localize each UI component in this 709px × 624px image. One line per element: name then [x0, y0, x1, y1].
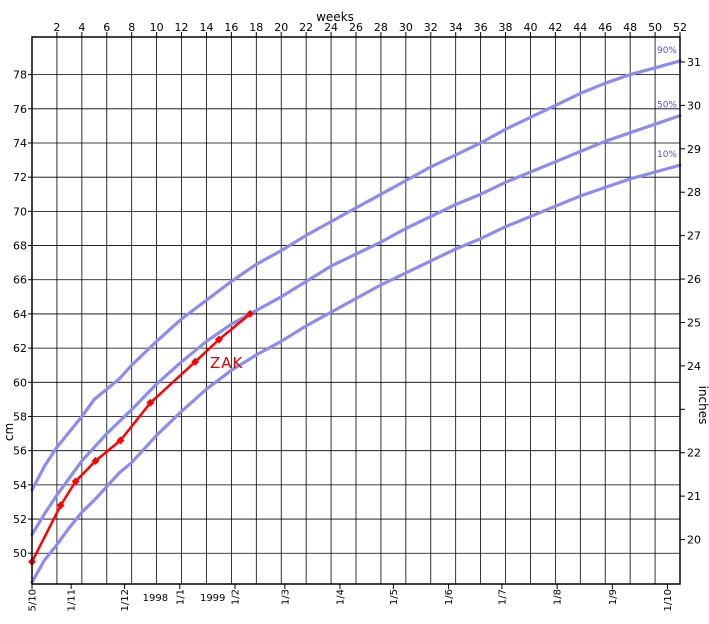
top-tick-label: 52	[673, 21, 687, 34]
top-tick-label: 24	[324, 21, 338, 34]
top-tick-label: 38	[499, 21, 513, 34]
right-axis-ticks: 20 21 22 24 25 26 27 28 29 30 31	[680, 56, 701, 547]
right-tick-label: 28	[687, 186, 701, 199]
top-tick-label: 28	[374, 21, 388, 34]
right-tick-label: 31	[687, 56, 701, 69]
top-tick-label: 22	[299, 21, 313, 34]
left-tick-label: 60	[13, 376, 27, 389]
top-tick-label: 4	[78, 21, 85, 34]
left-tick-label: 72	[13, 171, 27, 184]
right-tick-label: 20	[687, 534, 701, 547]
top-tick-label: 42	[548, 21, 562, 34]
date-tick-label: 5/10	[28, 589, 39, 611]
date-tick-label: 1/11	[67, 589, 78, 611]
grid	[32, 37, 680, 584]
date-tick-label: 1/9	[608, 589, 619, 605]
top-tick-label: 36	[474, 21, 488, 34]
percentile-curve-50	[30, 113, 682, 537]
child-data-point	[146, 398, 155, 407]
date-tick-label: 1/3	[280, 589, 291, 605]
left-tick-label: 74	[13, 137, 27, 150]
percentile-curve-10	[30, 163, 682, 584]
percentile-label: 10%	[657, 150, 677, 160]
top-tick-label: 40	[523, 21, 537, 34]
right-tick-label: 26	[687, 273, 701, 286]
top-tick-label: 48	[623, 21, 637, 34]
right-axis-title: inches	[696, 386, 709, 425]
date-tick-label: 1/8	[553, 589, 564, 605]
child-data-point	[116, 436, 125, 445]
child-data-point	[214, 335, 223, 344]
date-tick-label: 1/7	[497, 589, 508, 605]
right-tick-label: 22	[687, 447, 701, 460]
left-tick-label: 76	[13, 103, 27, 116]
top-axis-ticks: 2 4 6 8 10 12 14 16 18 20 22 24 26 28 30 32 34 36 38 40 42 44…	[53, 21, 687, 37]
left-tick-label: 58	[13, 410, 27, 423]
year-label: 1998	[143, 593, 168, 604]
left-tick-label: 62	[13, 342, 27, 355]
left-tick-label: 66	[13, 274, 27, 287]
percentile-curves	[30, 59, 682, 584]
top-tick-label: 2	[53, 21, 60, 34]
right-tick-label: 29	[687, 143, 701, 156]
left-tick-label: 52	[13, 513, 27, 526]
date-tick-label: 1/10	[663, 589, 674, 611]
child-data-point	[56, 501, 65, 510]
left-tick-label: 78	[13, 69, 27, 82]
percentile-labels: 90% 50% 10%	[657, 46, 677, 160]
top-tick-label: 10	[150, 21, 164, 34]
date-tick-label: 1/2	[230, 589, 241, 605]
top-tick-label: 32	[424, 21, 438, 34]
left-tick-label: 68	[13, 240, 27, 253]
top-tick-label: 34	[449, 21, 463, 34]
date-tick-label: 1/5	[389, 589, 400, 605]
top-axis-title: weeks	[316, 10, 354, 24]
right-tick-label: 24	[687, 360, 701, 373]
left-tick-label: 70	[13, 205, 27, 218]
date-tick-label: 1/4	[335, 589, 346, 605]
child-series	[28, 309, 255, 566]
top-tick-label: 46	[598, 21, 612, 34]
child-data-point	[71, 477, 80, 486]
year-label: 1999	[200, 593, 225, 604]
top-tick-label: 20	[274, 21, 288, 34]
right-tick-label: 21	[687, 490, 701, 503]
percentile-label: 90%	[657, 46, 677, 56]
child-data-point	[91, 456, 100, 465]
top-tick-label: 16	[224, 21, 238, 34]
top-tick-label: 30	[399, 21, 413, 34]
top-tick-label: 44	[573, 21, 587, 34]
percentile-label: 50%	[657, 101, 677, 111]
right-tick-label: 27	[687, 230, 701, 243]
left-axis-ticks: 50 52 54 56 58 60 62 64 66 68 70 72 74 76 78	[13, 69, 32, 560]
percentile-curve-90	[30, 59, 682, 492]
left-tick-label: 50	[13, 547, 27, 560]
child-name-label: ZAK	[210, 354, 244, 372]
right-tick-label: 30	[687, 99, 701, 112]
left-tick-label: 64	[13, 308, 27, 321]
top-tick-label: 12	[175, 21, 189, 34]
top-tick-label: 50	[648, 21, 662, 34]
top-tick-label: 8	[128, 21, 135, 34]
top-tick-label: 6	[103, 21, 110, 34]
child-data-point	[191, 357, 200, 366]
left-tick-label: 54	[13, 479, 27, 492]
date-tick-label: 1/1	[175, 589, 186, 605]
right-tick-label: 25	[687, 316, 701, 329]
date-tick-label: 1/12	[120, 589, 131, 611]
date-tick-label: 1/6	[444, 589, 455, 605]
top-tick-label: 14	[199, 21, 213, 34]
top-tick-label: 18	[249, 21, 263, 34]
left-axis-title: cm	[2, 423, 16, 441]
top-tick-label: 26	[349, 21, 363, 34]
year-labels: 1998 1999	[143, 593, 226, 604]
left-tick-label: 56	[13, 445, 27, 458]
bottom-date-ticks: 5/10 1/11 1/12 1/1 1/2 1/3 1/4 1/5 1/6 1/7 1/8 1/9 1…	[28, 584, 674, 611]
child-data-point	[246, 309, 255, 318]
